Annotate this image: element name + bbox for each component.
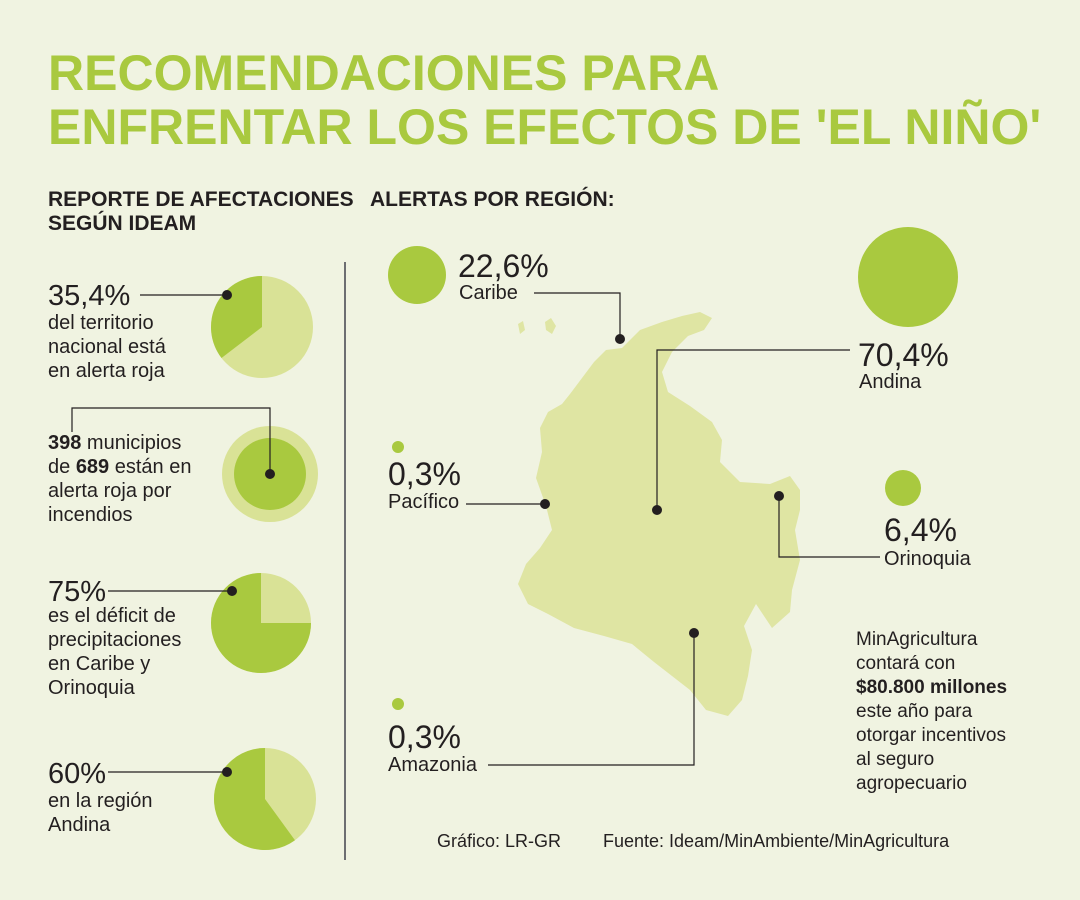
left-leader-lines [71, 294, 271, 773]
region-bubbles [388, 227, 958, 710]
bubble-andina [858, 227, 958, 327]
region-pacifico-pct: 0,3% [388, 456, 461, 492]
left-heading: REPORTE DE AFECTACIONES SEGÚN IDEAM [48, 188, 354, 236]
region-orinoquia-name: Orinoquia [884, 548, 971, 570]
page-title: RECOMENDACIONES PARA ENFRENTAR LOS EFECT… [48, 46, 1041, 154]
stat-1-value: 35,4% [48, 280, 131, 312]
stat-1-line-3: en alerta roja [48, 360, 165, 382]
dot-caribe [615, 334, 625, 344]
island-providencia [518, 321, 525, 334]
leader-amazonia [488, 633, 695, 766]
stat-2-line-4: incendios [48, 504, 133, 526]
stat-2-text-b: están en [109, 456, 192, 478]
stat-2-number-a: 398 [48, 432, 82, 454]
note-line-2: contará con [856, 653, 956, 674]
right-heading: ALERTAS POR REGIÓN: [370, 188, 615, 211]
left-heading-line-1: REPORTE DE AFECTACIONES [48, 188, 354, 211]
dot-orinoquia [774, 491, 784, 501]
stat-3-line-2: precipitaciones [48, 629, 182, 651]
leader-andina [656, 349, 850, 510]
bubble-caribe [388, 246, 446, 304]
region-leader-dots [540, 334, 784, 638]
stat-4-line-2: Andina [48, 814, 111, 836]
stat-3-line-4: Orinoquia [48, 677, 135, 699]
stat-4-line-1: en la región [48, 790, 153, 812]
note-line-6: al seguro [856, 749, 935, 770]
pie-chart-andina [214, 748, 316, 850]
region-leader-lines [466, 292, 880, 766]
title-line-2: ENFRENTAR LOS EFECTOS DE 'EL NIÑO' [48, 99, 1042, 155]
leader-dot-4 [222, 767, 232, 777]
title-line-1: RECOMENDACIONES PARA [48, 45, 720, 101]
note-line-5: otorgar incentivos [856, 725, 1006, 746]
stat-2-line-2: de 689 están en [48, 455, 191, 479]
bubble-amazonia [392, 698, 404, 710]
leader-dot-1 [222, 290, 232, 300]
note-line-1: MinAgricultura [856, 629, 978, 650]
note-line-4: este año para [856, 701, 973, 722]
stat-3-line-1: es el déficit de [48, 605, 176, 627]
dot-pacifico [540, 499, 550, 509]
stat-2-description: 398 municipios de 689 están en alerta ro… [48, 431, 191, 527]
bubble-pacifico [392, 441, 404, 453]
stat-1-line-2: nacional está [48, 336, 166, 358]
pie-chart-deficit [211, 573, 311, 673]
island-san-andres [545, 318, 556, 334]
region-caribe-pct: 22,6% [458, 248, 549, 284]
leader-dot-3 [227, 586, 237, 596]
region-pacifico-name: Pacífico [388, 491, 460, 513]
pie-4-slice [214, 748, 295, 850]
stat-2-line-1: 398 municipios [48, 431, 191, 455]
stat-2-prefix-b: de [48, 456, 76, 478]
stat-1-description: del territorio nacional está en alerta r… [48, 311, 166, 383]
region-orinoquia-pct: 6,4% [884, 512, 957, 548]
leader-line-2 [71, 407, 271, 474]
region-caribe-name: Caribe [459, 282, 518, 304]
stat-3-line-3: en Caribe y [48, 653, 151, 675]
stat-2-text-a: municipios [81, 432, 182, 454]
pie-3-slice [211, 573, 311, 673]
stat-4-description: en la región Andina [48, 789, 153, 837]
stat-2-line-3: alerta roja por [48, 480, 172, 502]
note-line-7: agropecuario [856, 773, 967, 794]
note-amount: $80.800 millones [856, 677, 1008, 698]
region-amazonia-pct: 0,3% [388, 719, 461, 755]
dot-andina [652, 505, 662, 515]
leader-caribe [534, 292, 621, 339]
dot-amazonia [689, 628, 699, 638]
stat-1-line-1: del territorio [48, 312, 154, 334]
graphic-credit: Gráfico: LR-GR [437, 831, 562, 851]
bubble-orinoquia [885, 470, 921, 506]
funding-note: MinAgricultura contará con $80.800 millo… [856, 628, 1007, 796]
stat-3-description: es el déficit de precipitaciones en Cari… [48, 604, 181, 700]
source-credit: Fuente: Ideam/MinAmbiente/MinAgricultura [603, 831, 950, 851]
leader-orinoquia [778, 496, 880, 558]
stat-3-value: 75% [48, 576, 107, 608]
stat-2-number-b: 689 [75, 456, 110, 478]
stat-4-value: 60% [48, 758, 107, 790]
region-andina-pct: 70,4% [858, 337, 949, 373]
leader-dot-2 [265, 469, 275, 479]
region-andina-name: Andina [859, 371, 922, 393]
column-divider [344, 262, 346, 860]
region-amazonia-name: Amazonia [388, 754, 477, 776]
left-heading-line-2: SEGÚN IDEAM [48, 212, 197, 235]
left-leader-dots [222, 290, 275, 777]
